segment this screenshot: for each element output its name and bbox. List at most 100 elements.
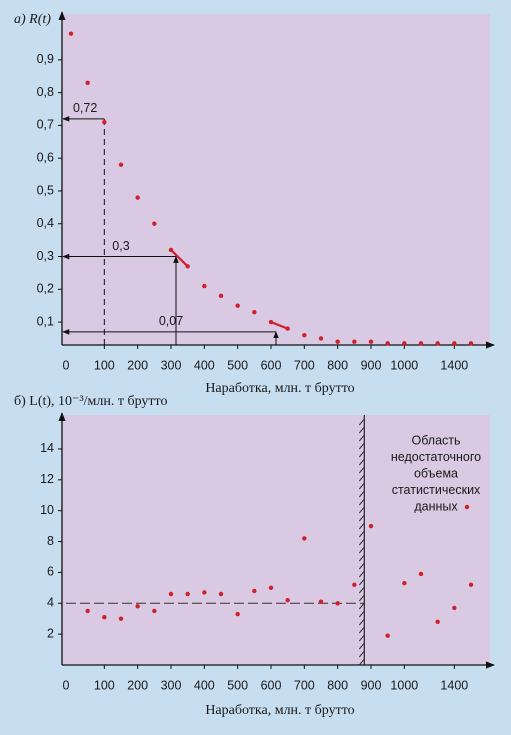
point (185, 591, 190, 597)
region-label: статистических (392, 483, 481, 497)
point (385, 633, 390, 638)
y-tick-label: 2 (47, 626, 54, 640)
point (418, 571, 424, 577)
y-tick-label: 4 (47, 596, 54, 610)
x-tick-label: 800 (327, 678, 348, 692)
region-label: недостаточного (391, 450, 481, 464)
x-tick-label: 1400 (440, 678, 468, 692)
point (85, 608, 90, 614)
region-label: объема (414, 466, 458, 480)
point (68, 31, 74, 36)
annotation-label: 0,3 (112, 239, 129, 253)
x-axis-label: Наработка, млн. т брутто (205, 703, 354, 718)
x-tick-label: 900 (361, 358, 382, 372)
y-tick-label: 0,6 (37, 150, 54, 164)
x-tick-label: 700 (294, 358, 315, 372)
x-tick-label: 1400 (440, 358, 468, 372)
x-tick-label: 100 (94, 358, 115, 372)
point (335, 601, 340, 606)
annotation-label: 0,07 (159, 314, 183, 328)
x-tick-label: 300 (161, 678, 182, 692)
point (135, 604, 140, 609)
x-tick-label: 0 (63, 678, 70, 692)
x-axis-label: Наработка, млн. т брутто (205, 381, 354, 396)
highlight-curve (270, 321, 289, 330)
plot-area (62, 14, 490, 345)
x-tick-label: 400 (194, 678, 215, 692)
point (235, 303, 240, 308)
point (202, 283, 207, 289)
x-tick-label: 100 (94, 678, 115, 692)
point (235, 611, 240, 617)
point (335, 339, 340, 344)
point (435, 341, 440, 346)
y-tick-label: 8 (47, 534, 54, 548)
point (102, 614, 107, 620)
point (135, 195, 140, 200)
y-tick-label: 10 (40, 503, 54, 517)
x-tick-label: 400 (194, 358, 215, 372)
point (302, 332, 307, 338)
point (202, 590, 207, 595)
y-tick-label: 14 (40, 441, 54, 455)
point (152, 221, 157, 226)
y-tick-label: 0,1 (37, 314, 54, 328)
x-tick-label: 200 (127, 358, 148, 372)
x-tick-label: 600 (261, 358, 282, 372)
point (218, 293, 224, 299)
x-tick-label: 900 (361, 678, 382, 692)
y-tick-label: 6 (47, 565, 54, 579)
point (368, 339, 374, 344)
point (452, 341, 457, 346)
x-tick-label: 0 (63, 358, 70, 372)
chart-title: а) R(t) (14, 12, 51, 27)
region-label: Область (411, 433, 460, 447)
x-tick-label: 600 (261, 678, 282, 692)
plot-area (62, 415, 490, 665)
point (468, 341, 474, 346)
point (318, 599, 324, 604)
y-tick-label: 0,9 (37, 52, 54, 66)
point (418, 341, 424, 346)
x-tick-label: 300 (161, 358, 182, 372)
x-tick-label: 500 (227, 358, 248, 372)
y-tick-label: 0,5 (37, 183, 54, 197)
y-tick-label: 0,4 (37, 216, 54, 230)
point (252, 310, 257, 315)
point (285, 597, 290, 603)
y-tick-label: 0,8 (37, 85, 54, 99)
point (402, 341, 407, 346)
point (352, 582, 357, 587)
y-tick-label: 0,7 (37, 118, 54, 132)
x-tick-label: 800 (327, 358, 348, 372)
chart-title: б) L(t), 10⁻³/млн. т брутто (14, 394, 167, 409)
point (435, 619, 440, 624)
point (318, 336, 324, 341)
x-tick-label: 700 (294, 678, 315, 692)
region-label: данных (414, 499, 458, 513)
point (452, 605, 457, 611)
point (302, 536, 307, 541)
point (368, 523, 374, 529)
region-marker (464, 504, 470, 510)
point (118, 162, 124, 167)
region-hatch (358, 418, 365, 666)
point (168, 591, 174, 597)
point (468, 582, 474, 587)
x-tick-label: 1000 (390, 678, 418, 692)
point (268, 585, 274, 591)
y-tick-label: 0,2 (37, 282, 54, 296)
x-tick-label: 1000 (390, 358, 418, 372)
point (102, 119, 107, 125)
x-tick-label: 200 (127, 678, 148, 692)
point (218, 591, 224, 597)
point (152, 608, 157, 614)
point (118, 616, 124, 621)
point (385, 341, 390, 346)
y-tick-label: 0,3 (37, 249, 54, 263)
point (352, 339, 357, 344)
point (85, 80, 90, 86)
point (252, 588, 257, 594)
y-tick-label: 12 (40, 472, 54, 486)
